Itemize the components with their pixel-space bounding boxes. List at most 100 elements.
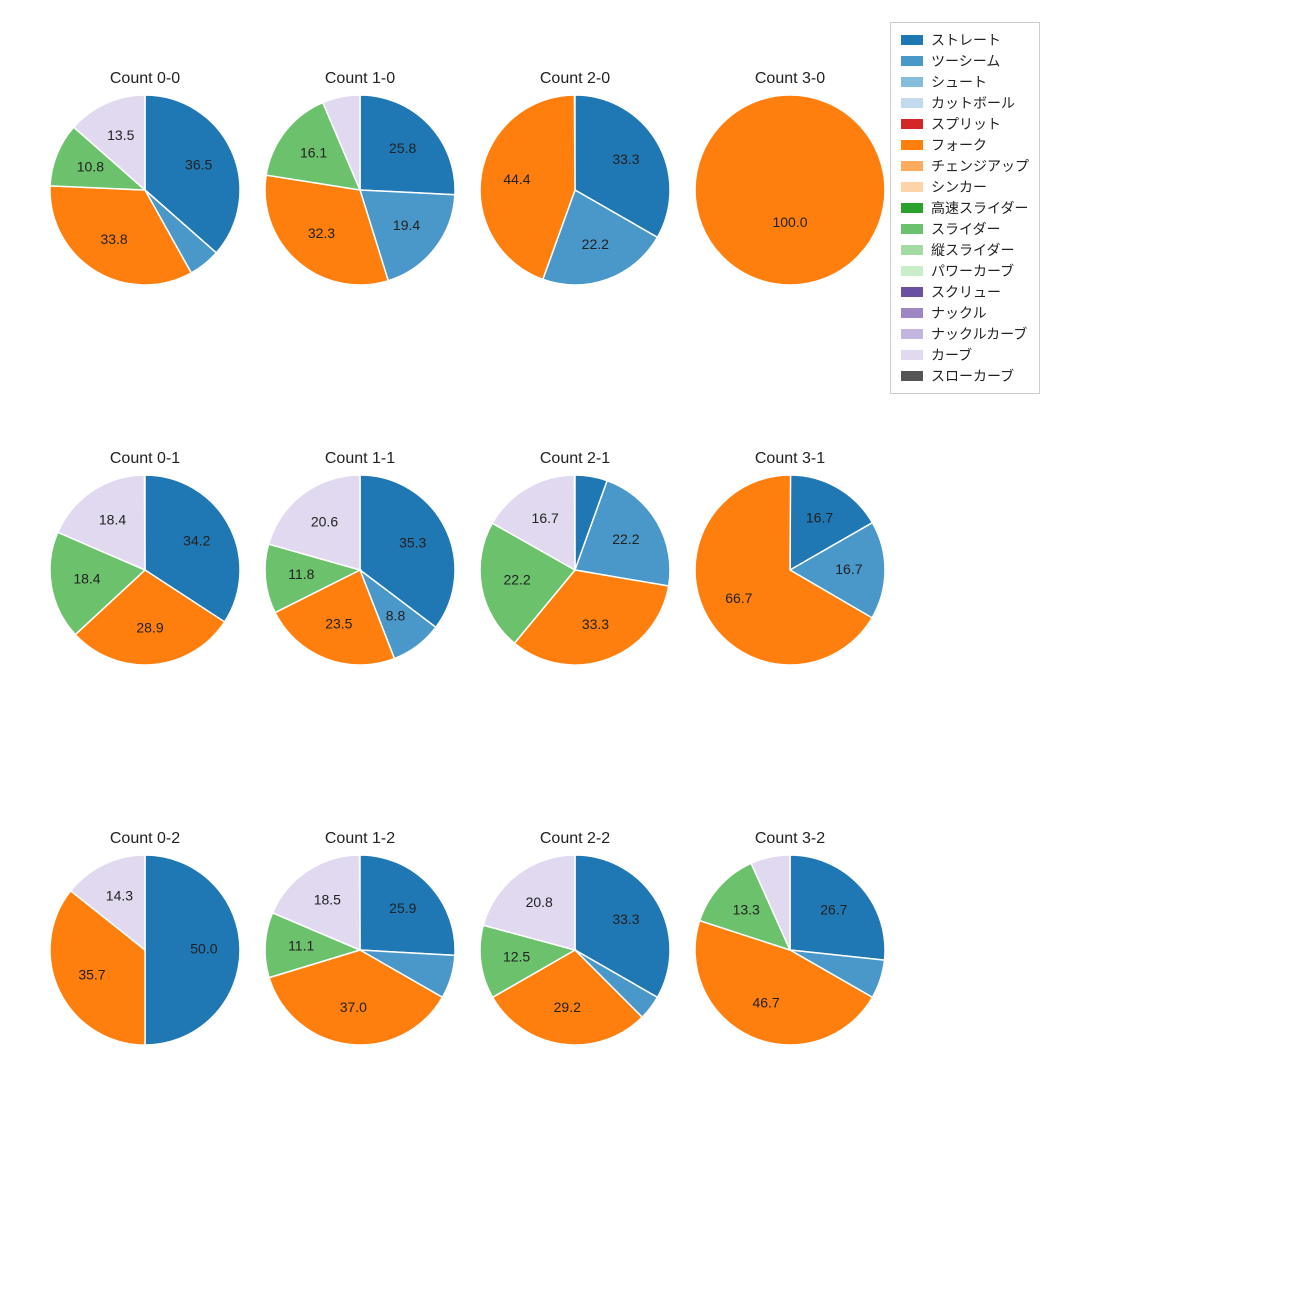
legend-label: フォーク	[931, 135, 987, 155]
chart-title: Count 0-1	[110, 450, 180, 468]
legend-label: スプリット	[931, 114, 1001, 134]
slice-label: 29.2	[554, 999, 581, 1015]
slice-label: 22.2	[503, 571, 530, 587]
legend-item: スクリュー	[901, 282, 1029, 302]
legend-label: カットボール	[931, 93, 1015, 113]
legend-swatch	[901, 371, 923, 381]
legend-label: シンカー	[931, 177, 987, 197]
slice-label: 28.9	[136, 619, 163, 635]
chart-title: Count 0-0	[110, 70, 180, 88]
slice-label: 14.3	[106, 888, 133, 904]
chart-title: Count 2-2	[540, 830, 610, 848]
legend-swatch	[901, 161, 923, 171]
legend-label: スローカーブ	[931, 366, 1014, 386]
slice-label: 16.7	[806, 510, 833, 526]
legend-label: 縦スライダー	[931, 240, 1014, 260]
slice-label: 33.3	[612, 911, 639, 927]
slice-label: 66.7	[725, 590, 752, 606]
legend-swatch	[901, 245, 923, 255]
slice-label: 32.3	[308, 225, 335, 241]
legend-item: スライダー	[901, 219, 1029, 239]
legend-swatch	[901, 266, 923, 276]
legend-swatch	[901, 308, 923, 318]
legend-item: フォーク	[901, 135, 1029, 155]
slice-label: 20.8	[526, 894, 553, 910]
chart-title: Count 3-1	[755, 450, 825, 468]
legend-item: ストレート	[901, 30, 1029, 50]
slice-label: 12.5	[503, 948, 530, 964]
slice-label: 36.5	[185, 156, 212, 172]
legend-item: 縦スライダー	[901, 240, 1029, 260]
slice-label: 26.7	[820, 901, 847, 917]
slice-label: 18.4	[99, 512, 126, 528]
legend-item: ナックル	[901, 303, 1029, 323]
legend-swatch	[901, 77, 923, 87]
legend-swatch	[901, 119, 923, 129]
legend-label: パワーカーブ	[931, 261, 1014, 281]
chart-title: Count 3-0	[755, 70, 825, 88]
legend-label: ツーシーム	[931, 51, 1000, 71]
chart-title: Count 1-2	[325, 830, 395, 848]
legend-label: チェンジアップ	[931, 156, 1029, 176]
chart-title: Count 3-2	[755, 830, 825, 848]
slice-label: 11.8	[288, 566, 314, 582]
legend-label: スライダー	[931, 219, 1000, 239]
legend-item: カーブ	[901, 345, 1029, 365]
legend-item: 高速スライダー	[901, 198, 1029, 218]
legend-item: シュート	[901, 72, 1029, 92]
legend-label: ナックルカーブ	[931, 324, 1027, 344]
slice-label: 22.2	[612, 531, 639, 547]
slice-label: 25.8	[389, 140, 416, 156]
legend-swatch	[901, 350, 923, 360]
legend-label: スクリュー	[931, 282, 1001, 302]
legend-item: カットボール	[901, 93, 1029, 113]
slice-label: 33.3	[612, 151, 639, 167]
slice-label: 25.9	[389, 900, 416, 916]
slice-label: 13.3	[733, 901, 760, 917]
legend-swatch	[901, 329, 923, 339]
legend-swatch	[901, 287, 923, 297]
chart-title: Count 2-0	[540, 70, 610, 88]
slice-label: 50.0	[190, 941, 217, 957]
legend-label: ナックル	[931, 303, 987, 323]
legend-item: シンカー	[901, 177, 1029, 197]
legend-item: パワーカーブ	[901, 261, 1029, 281]
legend-swatch	[901, 140, 923, 150]
slice-label: 10.8	[77, 159, 104, 175]
legend-swatch	[901, 224, 923, 234]
legend-item: ナックルカーブ	[901, 324, 1029, 344]
legend-item: ツーシーム	[901, 51, 1029, 71]
legend-swatch	[901, 56, 923, 66]
slice-label: 34.2	[183, 533, 210, 549]
chart-title: Count 1-0	[325, 70, 395, 88]
slice-label: 35.7	[78, 966, 105, 982]
legend-label: ストレート	[931, 30, 1001, 50]
legend-item: チェンジアップ	[901, 156, 1029, 176]
legend-item: スローカーブ	[901, 366, 1029, 386]
charts-svg: 36.533.810.813.525.819.432.316.133.322.2…	[0, 0, 1300, 1300]
slice-label: 20.6	[311, 514, 338, 530]
slice-label: 16.7	[835, 561, 862, 577]
slice-label: 33.3	[582, 616, 609, 632]
legend-swatch	[901, 98, 923, 108]
slice-label: 33.8	[100, 231, 127, 247]
slice-label: 8.8	[386, 608, 406, 624]
legend-swatch	[901, 35, 923, 45]
slice-label: 23.5	[325, 616, 352, 632]
legend-swatch	[901, 182, 923, 192]
chart-title: Count 2-1	[540, 450, 610, 468]
legend-swatch	[901, 203, 923, 213]
legend: ストレートツーシームシュートカットボールスプリットフォークチェンジアップシンカー…	[890, 22, 1040, 394]
slice-label: 11.1	[288, 938, 314, 954]
chart-title: Count 0-2	[110, 830, 180, 848]
slice-label: 44.4	[503, 171, 530, 187]
slice-label: 18.4	[73, 571, 100, 587]
slice-label: 22.2	[582, 236, 609, 252]
legend-label: カーブ	[931, 345, 972, 365]
chart-title: Count 1-1	[325, 450, 395, 468]
pitch-count-pie-grid: 36.533.810.813.525.819.432.316.133.322.2…	[0, 0, 1300, 1300]
slice-label: 37.0	[340, 999, 367, 1015]
slice-label: 13.5	[107, 127, 134, 143]
slice-label: 16.1	[300, 144, 327, 160]
slice-label: 18.5	[314, 892, 341, 908]
